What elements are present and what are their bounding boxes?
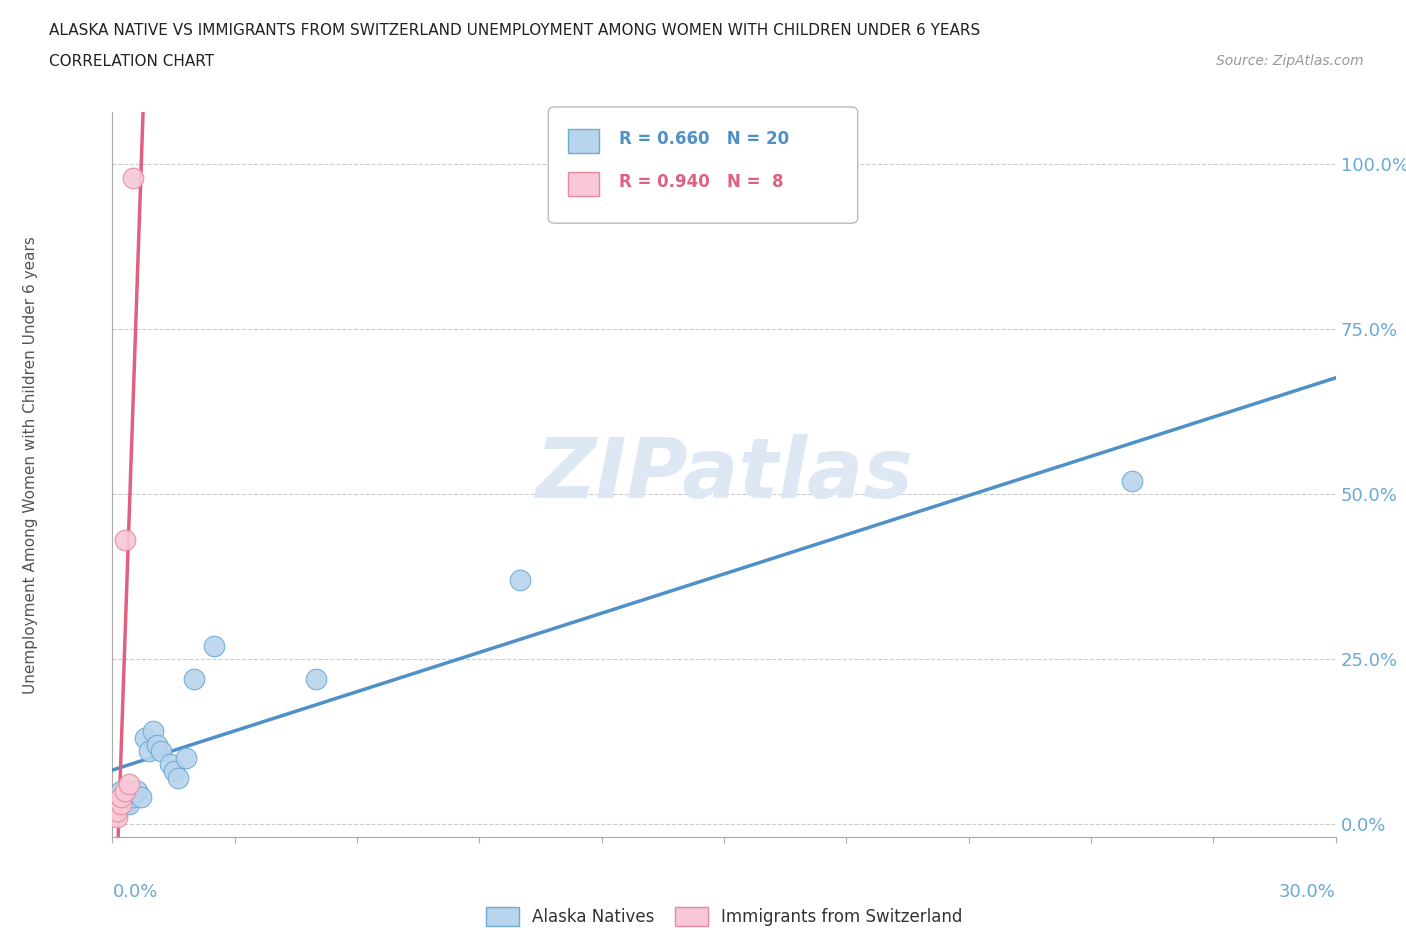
Point	[142, 724, 165, 739]
Text: ZIPatlas: ZIPatlas	[536, 433, 912, 515]
Point	[138, 744, 160, 759]
Point	[166, 770, 188, 785]
Text: Source: ZipAtlas.com: Source: ZipAtlas.com	[1216, 54, 1364, 68]
Text: 30.0%: 30.0%	[1279, 884, 1336, 901]
Text: R = 0.660   N = 20: R = 0.660 N = 20	[619, 130, 789, 149]
Text: R = 0.940   N =  8: R = 0.940 N = 8	[619, 173, 783, 192]
Point	[509, 572, 531, 587]
Point	[114, 797, 136, 812]
Legend: Alaska Natives, Immigrants from Switzerland: Alaska Natives, Immigrants from Switzerl…	[485, 907, 963, 926]
Point	[134, 731, 156, 746]
Point	[110, 790, 132, 804]
Point	[122, 790, 145, 804]
Text: Unemployment Among Women with Children Under 6 years: Unemployment Among Women with Children U…	[24, 236, 38, 694]
Text: 0.0%: 0.0%	[112, 884, 157, 901]
Point	[118, 797, 141, 812]
Point	[305, 671, 328, 686]
Text: ALASKA NATIVE VS IMMIGRANTS FROM SWITZERLAND UNEMPLOYMENT AMONG WOMEN WITH CHILD: ALASKA NATIVE VS IMMIGRANTS FROM SWITZER…	[49, 23, 980, 38]
Point	[129, 790, 152, 804]
Point	[122, 170, 145, 185]
Point	[114, 783, 136, 798]
Point	[150, 744, 173, 759]
Point	[105, 810, 128, 825]
Point	[110, 783, 132, 798]
Text: CORRELATION CHART: CORRELATION CHART	[49, 54, 214, 69]
Point	[1121, 473, 1143, 488]
Point	[146, 737, 169, 752]
Point	[174, 751, 197, 765]
Point	[110, 797, 132, 812]
Point	[204, 638, 226, 653]
Point	[114, 533, 136, 548]
Point	[159, 757, 181, 772]
Point	[118, 777, 141, 791]
Point	[125, 783, 148, 798]
Point	[163, 764, 186, 778]
Point	[183, 671, 205, 686]
Point	[105, 804, 128, 818]
